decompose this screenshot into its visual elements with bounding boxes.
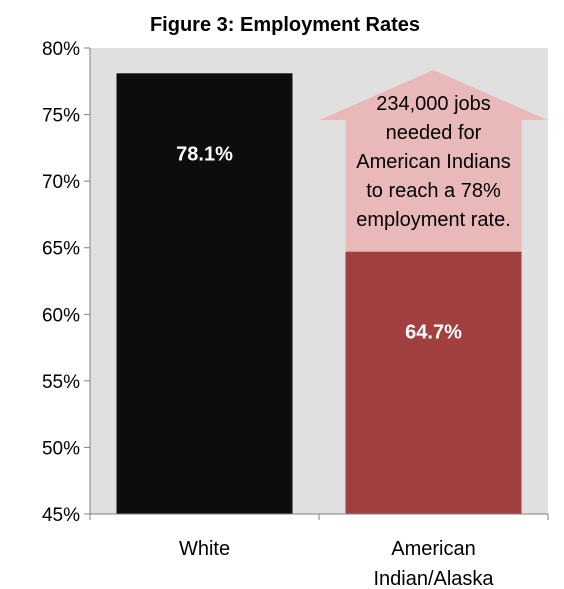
x-category-label: White: [179, 538, 230, 560]
annotation-text-line: to reach a 78%: [366, 180, 501, 202]
x-category-label: Indian/Alaska: [373, 568, 494, 589]
y-tick-label: 75%: [42, 106, 80, 127]
annotation-text-line: needed for: [386, 122, 482, 144]
x-category-label: American: [391, 538, 475, 560]
chart-title: Figure 3: Employment Rates: [150, 14, 420, 36]
bars-layer: [116, 73, 522, 515]
annotation-text-line: 234,000 jobs: [376, 93, 491, 115]
annotation-arrow: [319, 70, 548, 252]
y-tick-label: 60%: [42, 305, 80, 326]
y-tick-label: 50%: [42, 438, 80, 459]
y-tick-label: 65%: [42, 239, 80, 260]
axis-layer: [84, 47, 549, 520]
labels-layer: 78.1% 64.7% 45% 50% 55% 60% 65% 70% 75% 80% White A…: [42, 39, 494, 589]
bar-1: [116, 73, 293, 514]
annotation-text-line: employment rate.: [356, 209, 511, 231]
data-label: 64.7%: [405, 322, 462, 344]
y-tick-label: 70%: [42, 172, 80, 193]
y-tick-label: 80%: [42, 39, 80, 60]
annotation-layer: 234,000 jobs needed for American Indians to…: [319, 70, 548, 252]
data-label: 78.1%: [176, 143, 233, 165]
bar-2: [345, 251, 522, 515]
annotation-text-line: American Indians: [356, 151, 511, 173]
y-tick-label: 45%: [42, 505, 80, 526]
y-tick-label: 55%: [42, 372, 80, 393]
